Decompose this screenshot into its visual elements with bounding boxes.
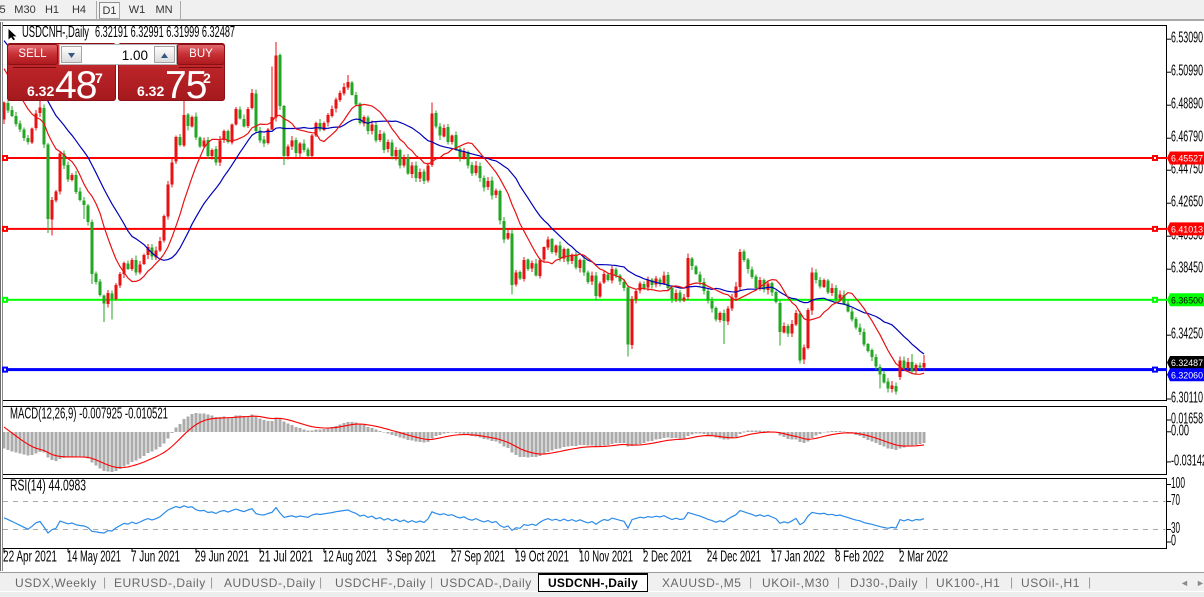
svg-text:MACD(12,26,9) -0.007925 -0.010: MACD(12,26,9) -0.007925 -0.010521 bbox=[10, 406, 168, 423]
svg-text:17 Jan 2022: 17 Jan 2022 bbox=[771, 549, 825, 566]
svg-text:19 Oct 2021: 19 Oct 2021 bbox=[515, 549, 569, 566]
svg-text:24 Dec 2021: 24 Dec 2021 bbox=[707, 549, 761, 566]
svg-text:6.53090: 6.53090 bbox=[1171, 30, 1203, 47]
svg-text:RSI(14) 44.0983: RSI(14) 44.0983 bbox=[10, 478, 86, 495]
svg-text:3 Sep 2021: 3 Sep 2021 bbox=[387, 549, 436, 566]
svg-text:6.44750: 6.44750 bbox=[1171, 161, 1203, 178]
svg-text:30: 30 bbox=[1171, 520, 1180, 537]
svg-text:6.38450: 6.38450 bbox=[1171, 260, 1203, 277]
svg-text:100: 100 bbox=[1171, 475, 1185, 492]
svg-text:22 Apr 2021: 22 Apr 2021 bbox=[3, 549, 57, 566]
svg-text:0.01658: 0.01658 bbox=[1171, 411, 1203, 428]
svg-text:0: 0 bbox=[1171, 533, 1176, 550]
svg-text:7 Jun 2021: 7 Jun 2021 bbox=[131, 549, 180, 566]
svg-text:21 Jul 2021: 21 Jul 2021 bbox=[259, 549, 313, 566]
svg-text:6.42650: 6.42650 bbox=[1171, 194, 1203, 211]
svg-text:6.46790: 6.46790 bbox=[1171, 129, 1203, 146]
svg-text:6.32487: 6.32487 bbox=[1171, 358, 1203, 369]
svg-text:70: 70 bbox=[1171, 492, 1180, 509]
svg-text:2 Mar 2022: 2 Mar 2022 bbox=[899, 549, 948, 566]
svg-text:6.41013: 6.41013 bbox=[1171, 225, 1203, 236]
svg-text:6.34250: 6.34250 bbox=[1171, 326, 1203, 343]
svg-text:2 Dec 2021: 2 Dec 2021 bbox=[643, 549, 692, 566]
svg-text:12 Aug 2021: 12 Aug 2021 bbox=[323, 549, 377, 566]
svg-text:6.45527: 6.45527 bbox=[1171, 154, 1203, 165]
svg-text:10 Nov 2021: 10 Nov 2021 bbox=[579, 549, 633, 566]
svg-text:0.00: 0.00 bbox=[1171, 422, 1189, 439]
svg-text:6.50990: 6.50990 bbox=[1171, 63, 1203, 80]
svg-text:29 Jun 2021: 29 Jun 2021 bbox=[195, 549, 249, 566]
svg-text:6.32060: 6.32060 bbox=[1171, 370, 1203, 381]
svg-text:USDCNH-,Daily: USDCNH-,Daily bbox=[22, 24, 89, 41]
svg-text:6.48890: 6.48890 bbox=[1171, 96, 1203, 113]
svg-text:6.36500: 6.36500 bbox=[1171, 295, 1203, 306]
svg-text:-0.03142: -0.03142 bbox=[1171, 452, 1204, 469]
svg-text:14 May 2021: 14 May 2021 bbox=[67, 549, 121, 566]
svg-text:6.30110: 6.30110 bbox=[1171, 390, 1203, 407]
svg-text:8 Feb 2022: 8 Feb 2022 bbox=[835, 549, 884, 566]
svg-text:6.32191 6.32991 6.31999 6.3248: 6.32191 6.32991 6.31999 6.32487 bbox=[95, 24, 235, 41]
svg-text:27 Sep 2021: 27 Sep 2021 bbox=[451, 549, 505, 566]
